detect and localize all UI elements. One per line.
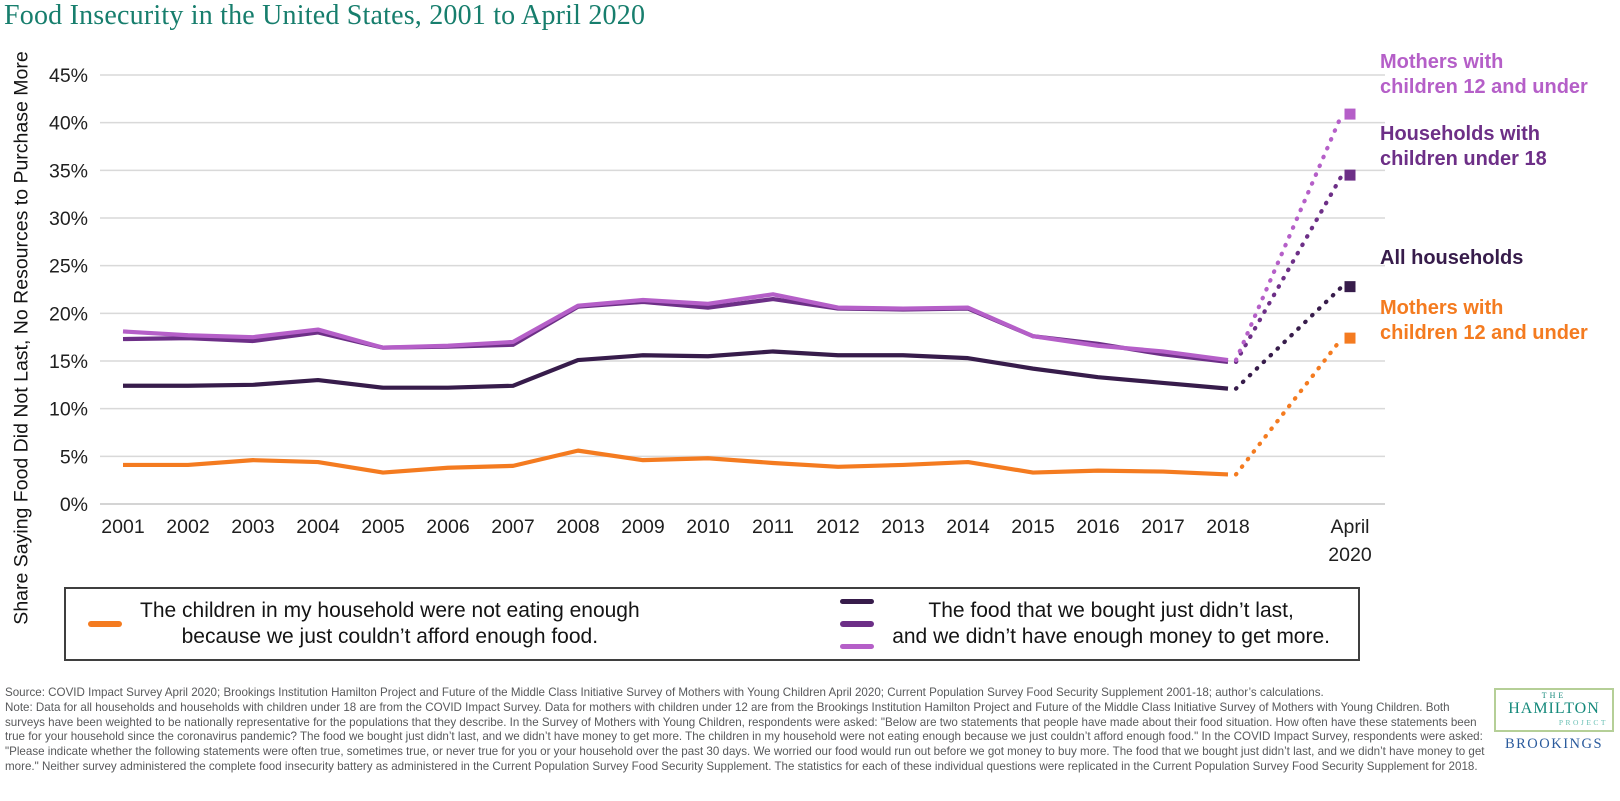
series-dotted-projection-mothers-children-12-under-not-eating-enough <box>1233 336 1345 477</box>
x-tick-label: 2008 <box>556 516 599 538</box>
series-dotted-projection-households-with-children-under-18 <box>1233 173 1345 365</box>
chart-title: Food Insecurity in the United States, 20… <box>4 0 646 31</box>
y-tick-label: 30% <box>49 208 88 230</box>
x-tick-label: April <box>1330 516 1369 538</box>
y-tick-label: 15% <box>49 351 88 373</box>
series-label-line: Mothers with <box>1380 297 1504 319</box>
legend-line: and we didn’t have enough money to get m… <box>892 625 1330 648</box>
series-label-line: children under 18 <box>1380 148 1547 170</box>
series-line-mothers-children-12-under-not-eating-enough <box>123 448 1229 477</box>
y-tick-label: 25% <box>49 256 88 278</box>
y-tick-label: 20% <box>49 303 88 325</box>
note-text: Note: Data for all households and househ… <box>5 700 1485 774</box>
brookings-wordmark: BROOKINGS <box>1504 736 1604 752</box>
series-label-all-households: All households <box>1380 246 1523 271</box>
series-label-line: Households with <box>1380 123 1540 145</box>
legend-box: The children in my household were not ea… <box>64 587 1360 661</box>
legend-line: because we just couldn’t afford enough f… <box>181 625 599 648</box>
series-line-households-with-children-under-18 <box>122 296 1229 365</box>
legend-entry-text: The food that we bought just didn’t last… <box>892 598 1330 650</box>
x-tick-label: 2016 <box>1076 516 1119 538</box>
x-tick-label: 2020 <box>1328 544 1372 566</box>
source-line: Source: COVID Impact Survey April 2020; … <box>5 686 1324 699</box>
series-line-mothers-children-12-under-food-didnt-last <box>122 292 1229 363</box>
x-tick-label: 2013 <box>881 516 924 538</box>
series-dotted-projection-mothers-children-12-under-food-didnt-last <box>1233 111 1345 363</box>
x-tick-label: 2011 <box>752 516 794 538</box>
legend-swatch-medium-purple <box>840 621 875 627</box>
legend-entry-text: The children in my household were not ea… <box>140 598 640 650</box>
series-april-2020-marker-mothers-children-12-under-not-eating-enough <box>1344 332 1356 344</box>
logo-hamilton-text: HAMILTON <box>1508 700 1600 717</box>
series-april-2020-marker-households-with-children-under-18 <box>1344 169 1356 181</box>
x-tick-label: 2004 <box>296 516 340 538</box>
y-tick-label: 35% <box>49 160 88 182</box>
footnote: Source: COVID Impact Survey April 2020; … <box>5 686 1485 775</box>
x-tick-label: 2001 <box>101 516 144 538</box>
chart-plot: 0% 5% 10% 15% 20% 25% 30% 35% 40% 45% 2001 2002 2003… <box>49 65 1385 566</box>
x-tick-label: 2005 <box>361 516 405 538</box>
series-april-2020-marker-all-households <box>1344 281 1356 293</box>
hamilton-project-brookings-logo: THE HAMILTON PROJECT BROOKINGS <box>1494 688 1614 753</box>
y-tick-label: 40% <box>49 113 88 135</box>
x-tick-label: 2012 <box>816 516 859 538</box>
y-tick-label: 45% <box>49 65 88 87</box>
logo-project-text: PROJECT <box>1558 718 1608 727</box>
legend-entry-children-not-eating: The children in my household were not ea… <box>88 598 640 650</box>
y-axis-label: Share Saying Food Did Not Last, No Resou… <box>10 51 33 625</box>
x-tick-label: 2014 <box>946 516 990 538</box>
hamilton-project-logo-box: THE HAMILTON PROJECT <box>1494 688 1614 732</box>
series-label-households-with-children-under-18: Households with children under 18 <box>1380 122 1547 172</box>
legend-swatch-column <box>840 598 875 650</box>
x-tick-label: 2003 <box>231 516 274 538</box>
y-tick-label: 5% <box>60 446 88 468</box>
series-label-mothers-children-12-under-food-didnt-last: Mothers with children 12 and under <box>1380 50 1588 100</box>
series-label-line: All households <box>1380 247 1524 269</box>
x-tick-label: 2007 <box>491 516 534 538</box>
legend-line: The children in my household were not ea… <box>140 599 640 622</box>
series-line-all-households <box>123 349 1229 391</box>
series-label-line: Mothers with <box>1380 51 1504 73</box>
x-tick-label: 2018 <box>1206 516 1249 538</box>
series-april-2020-marker-mothers-children-12-under-food-didnt-last <box>1344 108 1356 120</box>
legend-swatch-light-purple <box>840 643 875 650</box>
x-tick-label: 2002 <box>166 516 209 538</box>
logo-the-text: THE <box>1541 691 1567 700</box>
x-tick-label: 2009 <box>621 516 664 538</box>
series-label-line: children 12 and under <box>1380 322 1588 344</box>
legend-line: The food that we bought just didn’t last… <box>928 599 1294 622</box>
series-label-line: children 12 and under <box>1380 76 1588 98</box>
legend-swatch-dark-purple <box>840 598 875 605</box>
x-tick-label: 2015 <box>1011 516 1055 538</box>
series-label-mothers-children-12-under-not-eating-enough: Mothers with children 12 and under <box>1380 296 1588 346</box>
x-tick-label: 2006 <box>426 516 469 538</box>
y-tick-label: 10% <box>49 399 88 421</box>
x-tick-label: 2010 <box>686 516 730 538</box>
legend-swatch-orange <box>88 621 122 627</box>
legend-entry-food-didnt-last: The food that we bought just didn’t last… <box>840 598 1330 650</box>
x-tick-label: 2017 <box>1141 516 1184 538</box>
y-tick-label: 0% <box>60 494 88 516</box>
